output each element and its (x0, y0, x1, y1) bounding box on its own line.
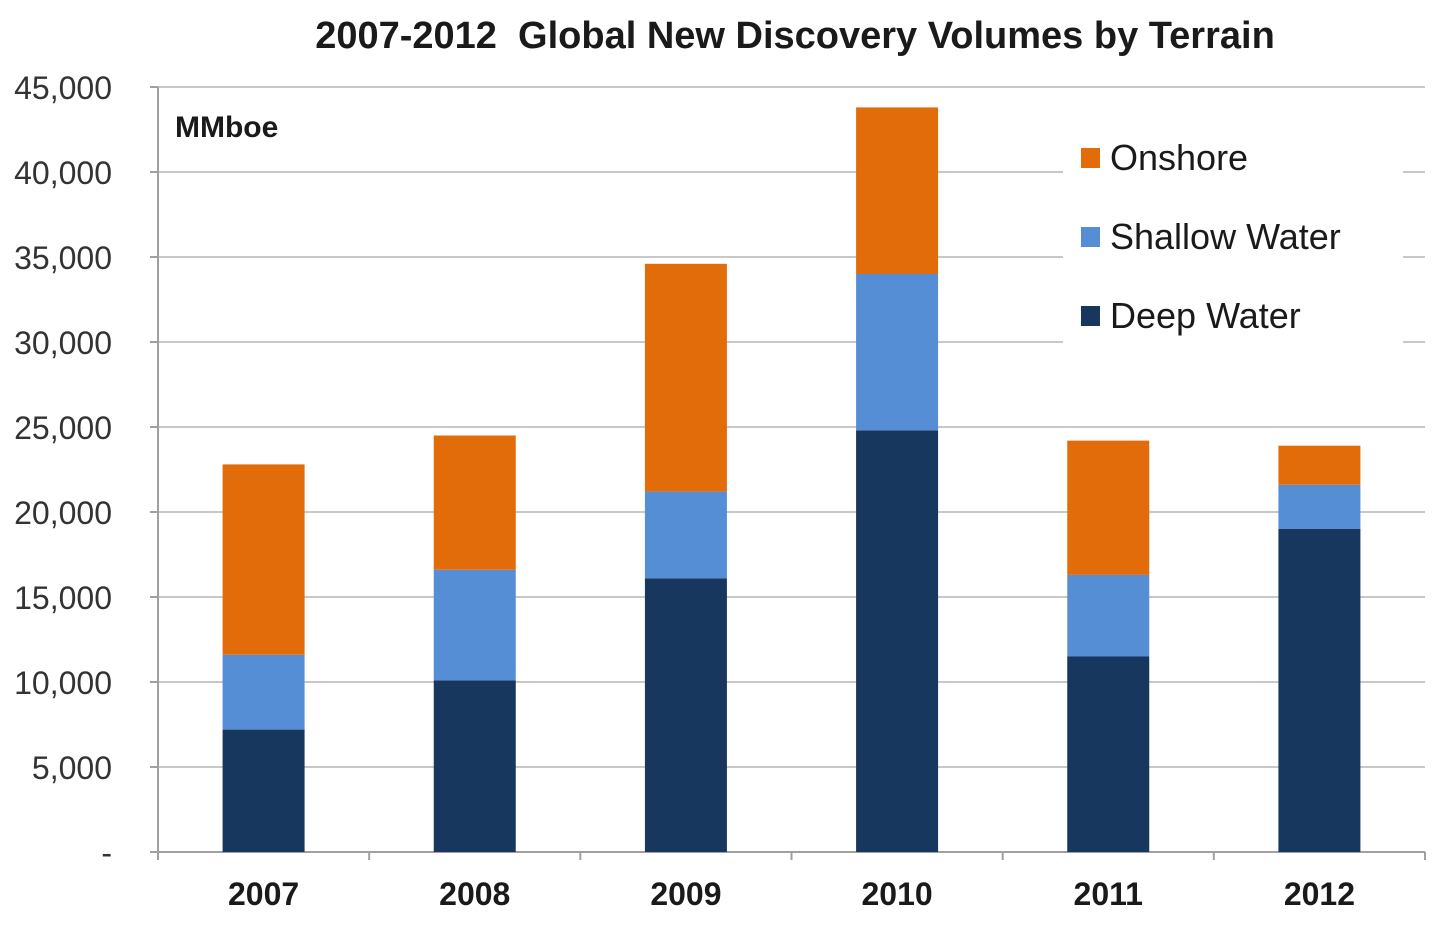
bars (222, 107, 1361, 852)
y-tick-label: 20,000 (14, 495, 112, 531)
legend-swatch-shallow-water (1081, 227, 1100, 247)
bar-shallow-water-2012 (1278, 484, 1361, 529)
y-tick-label: 5,000 (32, 750, 112, 786)
y-tick-labels: - 5,000 10,000 15,000 20,000 25,000 30,000 35,0… (14, 70, 112, 871)
chart-title: 2007-2012 Global New Discovery Volumes b… (315, 15, 1275, 57)
bar-deep-water-2011 (1067, 656, 1150, 852)
legend-swatch-deep-water (1081, 306, 1100, 326)
legend-label-onshore: Onshore (1110, 137, 1248, 178)
bar-deep-water-2009 (644, 578, 727, 852)
y-tick-label: - (101, 835, 112, 871)
y-tick-label: 45,000 (14, 70, 112, 106)
bar-deep-water-2012 (1278, 529, 1361, 852)
bar-onshore-2012 (1278, 445, 1361, 485)
bar-shallow-water-2007 (222, 654, 305, 730)
x-tick-labels: 2007 2008 2009 2010 2011 2012 (228, 876, 1355, 912)
legend-swatch-onshore (1081, 148, 1100, 168)
x-tick-label: 2008 (439, 876, 510, 912)
bar-deep-water-2007 (222, 729, 305, 852)
bar-onshore-2009 (644, 263, 727, 492)
legend-label-shallow-water: Shallow Water (1110, 216, 1341, 257)
bar-deep-water-2010 (856, 430, 939, 852)
bar-onshore-2008 (433, 435, 516, 570)
y-tick-label: 35,000 (14, 240, 112, 276)
axes (150, 86, 1426, 860)
legend: Onshore Shallow Water Deep Water (1063, 132, 1403, 347)
bar-shallow-water-2011 (1067, 574, 1150, 657)
legend-label-deep-water: Deep Water (1110, 295, 1301, 336)
y-tick-label: 40,000 (14, 155, 112, 191)
x-tick-label: 2010 (861, 876, 932, 912)
bar-shallow-water-2010 (856, 274, 939, 431)
bar-deep-water-2008 (433, 680, 516, 852)
bar-onshore-2010 (856, 107, 939, 275)
x-tick-label: 2012 (1284, 876, 1355, 912)
gridlines (158, 86, 1425, 768)
bar-shallow-water-2009 (644, 491, 727, 579)
y-tick-label: 15,000 (14, 580, 112, 616)
unit-label: MMboe (175, 111, 278, 144)
y-tick-label: 25,000 (14, 410, 112, 446)
bar-shallow-water-2008 (433, 569, 516, 681)
y-tick-label: 10,000 (14, 665, 112, 701)
x-tick-label: 2007 (228, 876, 299, 912)
bar-onshore-2011 (1067, 440, 1150, 575)
y-tick-label: 30,000 (14, 325, 112, 361)
bar-onshore-2007 (222, 464, 305, 655)
x-tick-label: 2009 (650, 876, 721, 912)
x-tick-label: 2011 (1074, 876, 1143, 912)
legend-background (1063, 132, 1403, 347)
